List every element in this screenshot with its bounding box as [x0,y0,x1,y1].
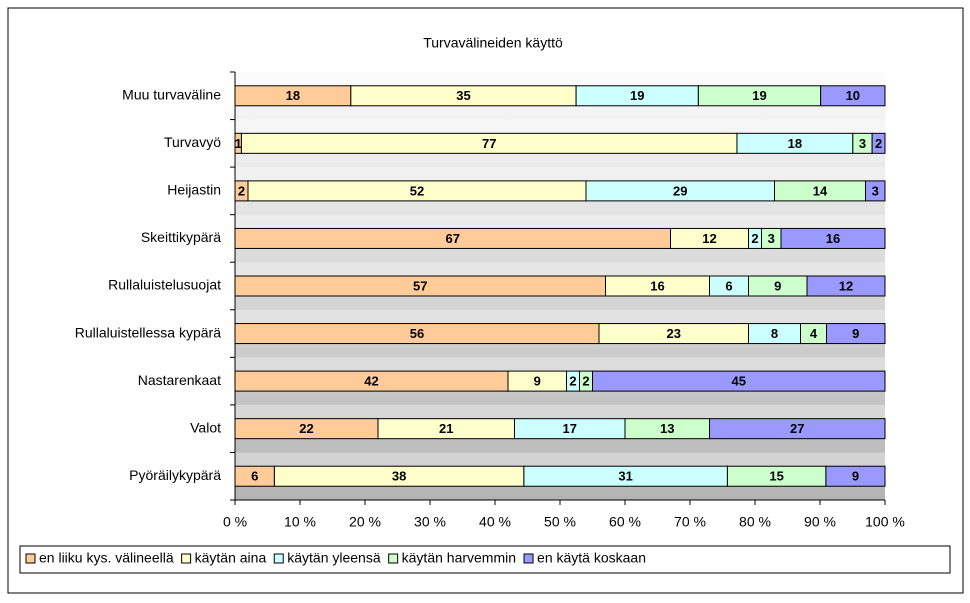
y-tick-label: Skeittikypärä [141,229,221,245]
value-label: 23 [667,326,681,341]
y-tick-label: Heijastin [167,182,221,198]
x-tick-label: 100 % [865,514,905,530]
value-label: 2 [238,183,245,198]
legend-label: en liiku kys. välineellä [39,550,174,566]
value-label: 52 [410,183,424,198]
value-label: 4 [810,326,818,341]
value-label: 14 [813,183,828,198]
x-tick-label: 60 % [609,514,641,530]
value-label: 8 [771,326,778,341]
x-tick-label: 30 % [414,514,446,530]
bar-segment [709,418,886,440]
value-label: 38 [392,469,406,484]
value-label: 19 [752,88,766,103]
bar-segment [806,275,886,297]
legend-swatch [388,553,399,564]
value-label: 57 [413,278,427,293]
y-tick-label: Pyöräilykypärä [129,467,221,483]
value-label: 3 [859,136,866,151]
y-tick-label: Nastarenkaat [138,372,221,388]
y-tick-label: Turvavyö [164,134,221,150]
value-label: 2 [582,374,589,389]
legend-swatch [25,553,36,564]
x-tick-label: 50 % [544,514,576,530]
bar-segment [871,132,886,154]
value-label: 9 [534,374,541,389]
bar-segment [592,370,886,392]
value-label: 16 [826,231,840,246]
value-label: 6 [725,278,732,293]
x-tick-label: 80 % [739,514,771,530]
x-tick-label: 20 % [349,514,381,530]
value-label: 22 [299,421,313,436]
value-label: 9 [852,326,859,341]
value-label: 9 [852,469,859,484]
value-label: 12 [839,278,853,293]
bar-segment [780,227,886,249]
value-label: 31 [618,469,632,484]
value-label: 42 [364,374,378,389]
value-label: 16 [650,278,664,293]
bar-segment [825,465,886,487]
value-label: 45 [732,374,746,389]
y-tick-label: Rullaluistelusuojat [108,277,221,293]
value-label: 77 [482,136,496,151]
value-label: 6 [251,469,258,484]
value-label: 1 [235,136,242,151]
value-label: 3 [872,183,879,198]
legend-swatch [523,553,534,564]
value-label: 15 [769,469,783,484]
value-label: 12 [702,231,716,246]
value-label: 18 [788,136,802,151]
value-label: 2 [751,231,758,246]
x-tick-label: 40 % [479,514,511,530]
value-label: 18 [286,88,300,103]
value-label: 29 [673,183,687,198]
value-label: 19 [630,88,644,103]
bar-segment [820,85,886,107]
y-tick-label: Rullaluistellessa kypärä [75,324,222,340]
value-label: 67 [446,231,460,246]
legend-label: käytän yleensä [287,550,381,566]
value-label: 3 [768,231,775,246]
value-label: 27 [790,421,804,436]
value-label: 17 [563,421,577,436]
y-tick-label: Muu turvaväline [122,86,221,102]
chart-title: Turvavälineiden käyttö [423,35,563,51]
bar-segment [826,323,886,345]
value-label: 35 [456,88,470,103]
x-tick-label: 90 % [804,514,836,530]
legend-box [19,545,951,574]
value-label: 56 [410,326,424,341]
legend-swatch [181,553,192,564]
legend-label: käytän aina [195,550,267,566]
legend-label: käytän harvemmin [402,550,516,566]
y-tick-label: Valot [190,419,221,435]
value-label: 2 [569,374,576,389]
x-tick-label: 0 % [223,514,247,530]
legend-swatch [273,553,284,564]
x-tick-label: 70 % [674,514,706,530]
x-tick-label: 10 % [284,514,316,530]
value-label: 21 [439,421,453,436]
value-label: 13 [660,421,674,436]
legend-label: en käytä koskaan [537,550,646,566]
value-label: 10 [846,88,860,103]
value-label: 9 [774,278,781,293]
value-label: 2 [875,136,882,151]
bar-segment [865,180,886,202]
